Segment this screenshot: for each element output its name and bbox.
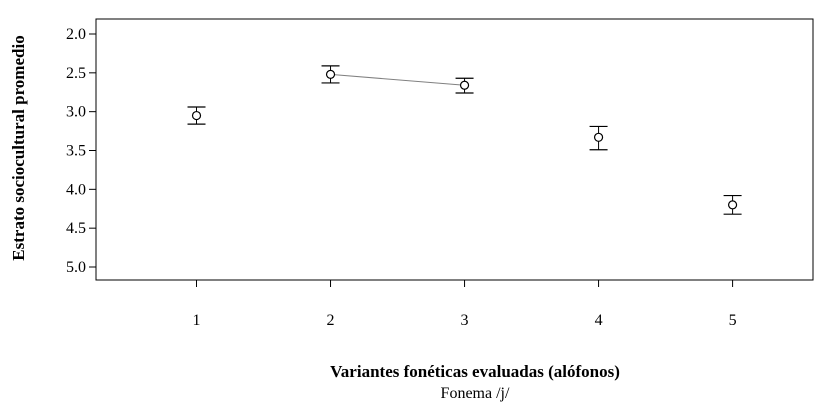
data-point [727,200,738,210]
x-tick-label: 1 [193,312,201,329]
y-tick-label: 2.5 [66,65,86,82]
x-axis-title: Variantes fonéticas evaluadas (alófonos) [330,362,620,381]
y-tick-label: 4.0 [66,181,86,198]
y-tick-label: 3.5 [66,143,86,160]
y-tick-label: 5.0 [66,259,86,276]
y-axis-title: Estrato sociocultural promedio [9,35,28,260]
x-tick-label: 2 [327,312,335,329]
y-tick-label: 3.0 [66,104,86,121]
data-point [325,69,336,79]
x-axis: 1 2 3 4 5 [193,280,737,329]
data-point [593,132,604,142]
x-tick-label: 5 [729,312,737,329]
data-point [459,80,470,90]
connector-line [330,73,465,86]
data-marks [187,65,742,215]
y-axis: 2.0 2.5 3.0 3.5 4.0 4.5 5.0 [66,26,96,276]
x-tick-label: 3 [461,312,469,329]
data-point [191,110,202,121]
chart-subtitle: Fonema /j/ [441,385,510,402]
plot-frame [95,18,814,281]
y-tick-label: 2.0 [66,26,86,43]
x-tick-label: 4 [595,312,603,329]
y-tick-label: 4.5 [66,220,86,237]
